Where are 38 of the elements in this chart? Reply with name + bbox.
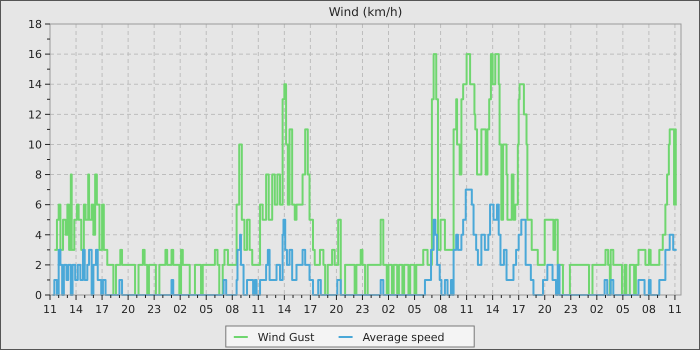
y-tick-label: 16 bbox=[28, 48, 42, 62]
x-tick-label: 02 bbox=[382, 303, 396, 316]
x-tick-label: 23 bbox=[355, 303, 370, 316]
x-tick-label: 02 bbox=[590, 303, 604, 316]
x-tick-label: 08 bbox=[642, 303, 656, 316]
x-tick-label: 23 bbox=[147, 303, 162, 316]
x-tick-label: 14 bbox=[69, 303, 84, 316]
y-tick-label: 18 bbox=[28, 18, 42, 31]
y-tick-label: 6 bbox=[35, 198, 42, 212]
x-tick-label: 17 bbox=[512, 303, 526, 316]
y-tick-label: 8 bbox=[35, 168, 42, 182]
x-tick-label: 05 bbox=[616, 303, 630, 316]
x-tick-label: 05 bbox=[199, 303, 214, 316]
x-tick-label: 11 bbox=[460, 303, 474, 316]
x-tick-label: 20 bbox=[329, 303, 344, 316]
x-tick-label: 08 bbox=[225, 303, 240, 316]
x-tick-label: 11 bbox=[43, 303, 57, 316]
legend-label: Wind Gust bbox=[258, 331, 316, 344]
x-tick-label: 02 bbox=[173, 303, 188, 316]
x-tick-label: 14 bbox=[277, 303, 292, 316]
x-tick-label: 11 bbox=[251, 303, 266, 316]
y-tick-label: 12 bbox=[28, 108, 42, 122]
x-tick-label: 17 bbox=[303, 303, 318, 316]
x-tick-label: 23 bbox=[564, 303, 578, 316]
x-tick-label: 14 bbox=[486, 303, 500, 316]
x-tick-label: 11 bbox=[668, 303, 682, 316]
x-tick-label: 17 bbox=[95, 303, 110, 316]
x-tick-label: 05 bbox=[408, 303, 422, 316]
y-tick-label: 14 bbox=[28, 78, 42, 92]
x-tick-label: 20 bbox=[538, 303, 552, 316]
x-tick-label: 08 bbox=[434, 303, 448, 316]
y-tick-label: 0 bbox=[35, 289, 42, 302]
x-tick-label: 20 bbox=[121, 303, 136, 316]
legend-label: Average speed bbox=[362, 331, 445, 344]
y-tick-label: 4 bbox=[35, 228, 42, 242]
y-tick-label: 10 bbox=[28, 138, 42, 152]
y-tick-label: 2 bbox=[35, 258, 42, 272]
chart-title: Wind (km/h) bbox=[328, 5, 402, 19]
